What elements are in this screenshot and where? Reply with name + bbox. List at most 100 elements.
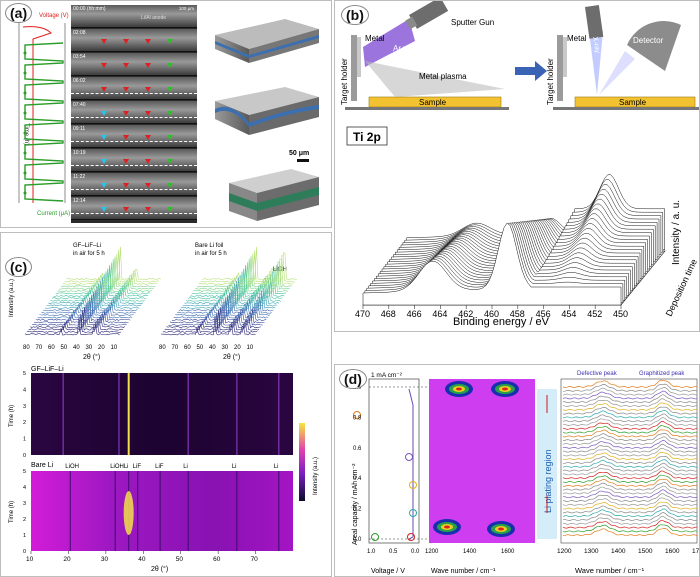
strip-time-label: 07:40 bbox=[73, 102, 86, 108]
target-holder-label: Target holder bbox=[340, 58, 349, 105]
timelapse-strip: 06:02 bbox=[71, 77, 197, 100]
capacity-y-tick: 0.8 bbox=[353, 415, 362, 421]
raman-x-tick: 1200 bbox=[557, 548, 572, 555]
timelapse-strip: 10:19 bbox=[71, 149, 197, 172]
time-tick: 5 bbox=[23, 469, 26, 475]
target-holder-label-right: Target holder bbox=[546, 58, 555, 105]
time-tick: 3 bbox=[23, 404, 26, 410]
marker-arrow-icon bbox=[167, 159, 173, 164]
xrd-top-x-tick: 40 bbox=[209, 345, 216, 351]
voltage-label: Voltage / V bbox=[371, 568, 405, 575]
panel-c: (c) Intensity (a.u.) GF–LiF–Li in air fo… bbox=[0, 232, 332, 577]
marker-arrow-icon bbox=[145, 135, 151, 140]
raman-x-tick: 1300 bbox=[584, 548, 599, 555]
xrd-bottom-x-tick: 30 bbox=[101, 556, 109, 563]
time-tick: 4 bbox=[23, 387, 26, 393]
xrd-top-x-tick: 30 bbox=[86, 345, 93, 351]
marker-arrow-icon bbox=[101, 111, 107, 116]
xps-x-tick: 458 bbox=[510, 309, 525, 319]
marker-arrow-icon bbox=[145, 111, 151, 116]
voltage-axis-label: Voltage (V) bbox=[39, 13, 69, 19]
xps-x-tick: 452 bbox=[587, 309, 602, 319]
xrd-heatmaps: GF–LiF–Li Bare Li LiOH LiOH Li LiF LiF Li Li Li… bbox=[1, 363, 332, 577]
marker-arrow-icon bbox=[101, 207, 107, 212]
detector-label: Detector bbox=[633, 36, 664, 45]
xrd-bottom-x-tick: 10 bbox=[26, 556, 34, 563]
marker-arrow-icon bbox=[123, 87, 129, 92]
panel-d: (d) 1 mA cm⁻² 0.00.20.40.60.81.01.00.50.… bbox=[334, 364, 700, 577]
marker-arrow-icon bbox=[145, 207, 151, 212]
capacity-y-tick: 0.6 bbox=[353, 446, 362, 452]
marker-arrow-icon bbox=[145, 183, 151, 188]
xrd-top-x-tick: 60 bbox=[48, 345, 55, 351]
time-tick: 2 bbox=[23, 517, 26, 523]
panel-b-label: (b) bbox=[341, 5, 369, 25]
timelapse-strip: 11:22 bbox=[71, 173, 197, 196]
strip-time-label: 11:22 bbox=[73, 174, 85, 180]
strip-time-label: 00:00 (hh:mm) bbox=[73, 6, 106, 12]
bottom-x-label: 2θ (°) bbox=[151, 565, 168, 573]
li-anode-label: Li/Al anode bbox=[141, 15, 166, 21]
wave-tick: 1200 bbox=[425, 549, 439, 555]
strip-time-label: 03:54 bbox=[73, 54, 86, 60]
marker-arrow-icon bbox=[123, 63, 129, 68]
xrd-bottom-x-tick: 70 bbox=[251, 556, 259, 563]
voltage-tick: 1.0 bbox=[367, 549, 376, 555]
time-tick: 0 bbox=[23, 453, 26, 459]
bare-caption-1: Bare Li foil bbox=[195, 243, 223, 249]
xrd-bottom-x-tick: 40 bbox=[138, 556, 146, 563]
xps-title: Ti 2p bbox=[353, 130, 381, 144]
xrd-top-x-tick: 30 bbox=[222, 345, 229, 351]
peak-label: LiOH bbox=[110, 464, 124, 470]
marker-arrow-icon bbox=[123, 207, 129, 212]
marker-arrow-icon bbox=[101, 63, 107, 68]
panel-a-label: (a) bbox=[5, 3, 32, 23]
xps-x-tick: 460 bbox=[484, 309, 499, 319]
marker-arrow-icon bbox=[167, 111, 173, 116]
marker-arrow-icon bbox=[101, 183, 107, 188]
raman-x-tick: 1700 bbox=[692, 548, 700, 555]
gf-caption-2: in air for 5 h bbox=[73, 251, 105, 257]
panel-a: (a) Voltage (V) Time (h) Current (μA) 00… bbox=[0, 0, 332, 228]
panel-d-label: (d) bbox=[339, 369, 367, 389]
time-label-top: Time (h) bbox=[9, 405, 15, 427]
metal-label-left: Metal bbox=[365, 34, 385, 43]
tomography-renders: 50 μm bbox=[207, 5, 327, 227]
time-tick: 0 bbox=[23, 549, 26, 555]
colorbar-label: Intensity (a.u.) bbox=[313, 457, 319, 495]
scale-bar-100um: 100 μm bbox=[179, 6, 194, 11]
sputter-gun-label: Sputter Gun bbox=[451, 18, 494, 27]
xrd-top-x-tick: 80 bbox=[159, 345, 166, 351]
time-label-bottom: Time (h) bbox=[9, 501, 15, 523]
peak-label: Li bbox=[232, 464, 237, 470]
current-axis-label: Current (μA) bbox=[37, 211, 70, 217]
gf-caption-1: GF–LiF–Li bbox=[73, 243, 101, 249]
peak-label: LiF bbox=[133, 464, 142, 470]
panel-b: (b) Metal Target holder Sputter Gun Ar+ … bbox=[334, 0, 700, 332]
strip-time-label: 09:11 bbox=[73, 126, 85, 132]
xps-depth-label: Deposition time bbox=[664, 257, 699, 317]
raman-x-tick: 1400 bbox=[611, 548, 626, 555]
xrd-top-x-tick: 60 bbox=[184, 345, 191, 351]
time-tick: 5 bbox=[23, 371, 26, 377]
marker-arrow-icon bbox=[167, 39, 173, 44]
xps-x-tick: 464 bbox=[432, 309, 447, 319]
peak-label: Li bbox=[274, 464, 279, 470]
xps-x-tick: 450 bbox=[613, 309, 628, 319]
marker-arrow-icon bbox=[101, 39, 107, 44]
wave-tick: 1600 bbox=[501, 549, 515, 555]
top-x-label-left: 2θ (°) bbox=[83, 353, 100, 361]
marker-arrow-icon bbox=[145, 63, 151, 68]
xrd-top-x-tick: 20 bbox=[234, 345, 241, 351]
strip-time-label: 12:14 bbox=[73, 198, 86, 204]
heat-bottom-label: Bare Li bbox=[31, 462, 54, 469]
current-density-label: 1 mA cm⁻² bbox=[371, 372, 403, 379]
raman-x-label: Wave number / cm⁻¹ bbox=[575, 566, 645, 575]
peak-label: Li bbox=[124, 464, 129, 470]
marker-arrow-icon bbox=[167, 87, 173, 92]
timelapse-strip: 12:14 bbox=[71, 197, 197, 220]
time-tick: 1 bbox=[23, 437, 26, 443]
xps-x-tick: 462 bbox=[458, 309, 473, 319]
xrd-bottom-x-tick: 60 bbox=[213, 556, 221, 563]
bare-caption-2: in air for 5 h bbox=[195, 251, 227, 257]
